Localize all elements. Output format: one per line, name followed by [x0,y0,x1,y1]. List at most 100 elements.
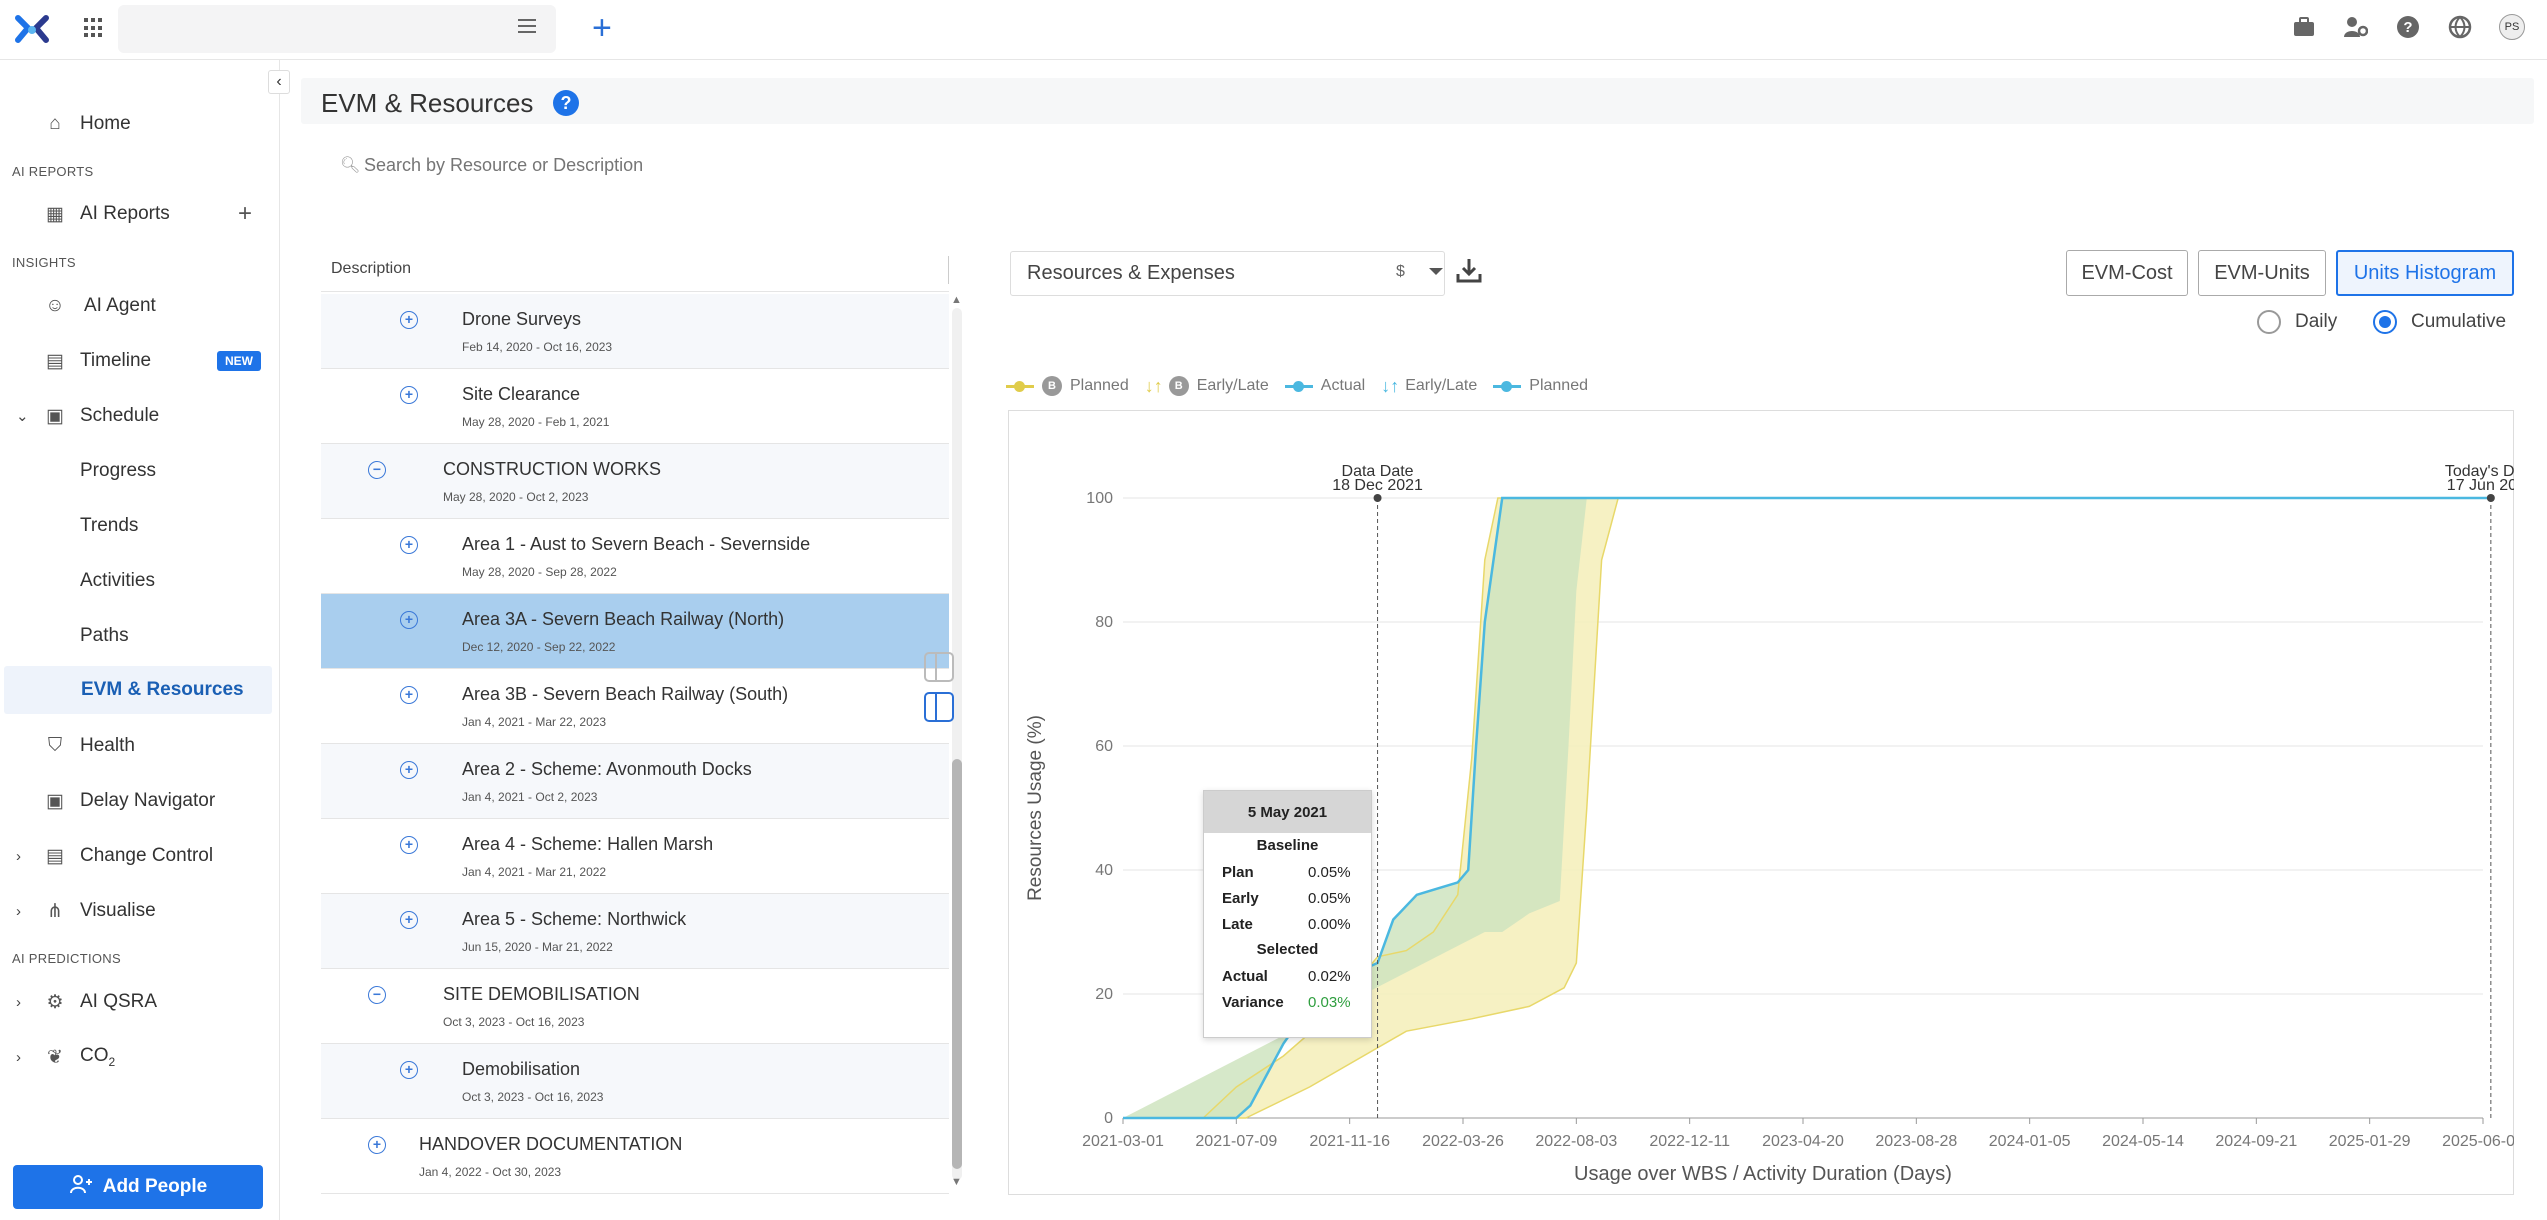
date-marker-date: 18 Dec 2021 [1332,477,1423,494]
help-icon[interactable]: ? [2395,14,2421,40]
sidebar-item-evm-resources[interactable]: EVM & Resources [4,666,272,714]
timeline-icon: ▤ [46,350,64,372]
wbs-scrollbar[interactable]: ▲ ▼ [949,294,965,1194]
user-avatar[interactable]: PS [2499,14,2525,40]
radio-cumulative[interactable]: Cumulative [2373,310,2506,334]
x-tick-label: 2025-01-29 [2329,1133,2411,1150]
project-selector[interactable] [118,5,556,53]
sidebar-item-ai-qsra[interactable]: › ⚙ AI QSRA [16,991,158,1013]
collapse-minus-icon[interactable]: − [368,986,386,1004]
legend-baseline-early-late[interactable]: ↓↑ B Early/Late [1145,376,1269,397]
expand-plus-icon[interactable]: + [400,761,418,779]
wbs-row[interactable]: + Area 2 - Scheme: Avonmouth Docks Jan 4, … [321,744,949,819]
date-marker-label: Today's Date [2445,463,2514,480]
radio-cumulative-circle[interactable] [2373,310,2397,334]
tab-units-histogram[interactable]: Units Histogram [2336,250,2514,296]
page-title: EVM & Resources [321,88,534,118]
sidebar-item-activities[interactable]: Activities [80,570,155,591]
sidebar-item-delay-navigator[interactable]: ▣ Delay Navigator [0,777,280,825]
left-pane-icon[interactable] [924,692,954,722]
wbs-row[interactable]: + HANDOVER DOCUMENTATION Jan 4, 2022 - Oct… [321,1119,949,1194]
radio-daily[interactable]: Daily [2257,310,2337,334]
add-report-icon[interactable]: + [238,200,253,227]
actual-line [1123,496,2491,1120]
wbs-row[interactable]: + Area 3A - Severn Beach Railway (North) D… [321,594,949,669]
wbs-row-name: Area 3A - Severn Beach Railway (North) [462,609,785,629]
wbs-row[interactable]: + Demobilisation Oct 3, 2023 - Oct 16, 202… [321,1044,949,1119]
expand-plus-icon[interactable]: + [400,611,418,629]
tab-evm-units[interactable]: EVM-Units [2198,250,2326,296]
expand-plus-icon[interactable]: + [400,311,418,329]
home-icon: ⌂ [49,113,61,134]
sidebar-item-paths[interactable]: Paths [80,625,129,646]
expand-plus-icon[interactable]: + [400,1061,418,1079]
wbs-row-name: Site Clearance [462,384,581,404]
sidebar-item-progress[interactable]: Progress [80,460,157,481]
sidebar-item-ai-reports[interactable]: ▦ AI Reports + [0,190,280,238]
sidebar-item-visualise[interactable]: › ⋔ Visualise [16,900,156,922]
legend-line-baseline [1006,380,1034,392]
legend-baseline-planned[interactable]: B Planned [1006,376,1129,396]
briefcase-icon[interactable] [2291,14,2317,40]
collapse-minus-icon[interactable]: − [368,461,386,479]
globe-icon[interactable] [2447,14,2473,40]
sidebar-item-timeline[interactable]: ▤ Timeline NEW [0,337,280,385]
wbs-row[interactable]: + Drone Surveys Feb 14, 2020 - Oct 16, 202… [321,294,949,369]
sidebar-item-ai-agent[interactable]: ☺ AI Agent [45,295,156,316]
expand-plus-icon[interactable]: + [400,386,418,404]
logo-icon[interactable] [14,12,50,48]
y-tick-label: 40 [1095,862,1113,879]
sidebar-item-schedule[interactable]: ⌄ ▣ Schedule [16,405,160,427]
download-icon[interactable] [1455,256,1485,286]
add-plus-icon[interactable]: + [592,9,612,47]
legend-selected-planned[interactable]: Planned [1493,377,1588,395]
expand-plus-icon[interactable]: + [400,536,418,554]
date-marker-date: 17 Jun 2025 [2447,477,2514,494]
wbs-row[interactable]: − SITE DEMOBILISATION Oct 3, 2023 - Oct 16… [321,969,949,1044]
scroll-down-icon[interactable]: ▼ [951,1176,962,1188]
wbs-row-name: SITE DEMOBILISATION [443,984,640,1004]
chevron-right-icon[interactable]: › [16,1048,21,1066]
tab-evm-cost[interactable]: EVM-Cost [2066,250,2188,296]
wbs-row[interactable]: + Area 1 - Aust to Severn Beach - Severns… [321,519,949,594]
user-gear-icon[interactable] [2343,14,2369,40]
sidebar-item-health[interactable]: ⛉ Health [0,722,280,770]
apps-grid-icon[interactable] [84,18,104,38]
radio-daily-label: Daily [2295,311,2338,332]
expand-plus-icon[interactable]: + [400,686,418,704]
sidebar-item-co2[interactable]: › ❦ CO2 [0,1033,280,1081]
expand-plus-icon[interactable]: + [400,836,418,854]
caret-down-icon[interactable] [1429,268,1443,275]
wbs-row[interactable]: + Area 3B - Severn Beach Railway (South) J… [321,669,949,744]
wbs-row[interactable]: + Area 4 - Scheme: Hallen Marsh Jan 4, 202… [321,819,949,894]
search-input[interactable] [364,150,914,180]
date-marker-dot [1373,494,1382,502]
expand-plus-icon[interactable]: + [368,1136,386,1154]
chevron-right-icon[interactable]: › [16,847,21,865]
split-pane-icon[interactable] [924,652,954,682]
chevron-down-icon[interactable]: ⌄ [16,408,29,425]
radio-daily-circle[interactable] [2257,310,2281,334]
sidebar-collapse-button[interactable]: ‹ [268,70,290,94]
wbs-row[interactable]: + Site Clearance May 28, 2020 - Feb 1, 202… [321,369,949,444]
sidebar-item-home[interactable]: ⌂ Home [0,100,280,148]
resource-select[interactable]: Resources & Expenses $ [1010,251,1445,296]
chevron-right-icon[interactable]: › [16,902,21,920]
sidebar-item-trends[interactable]: Trends [80,515,139,536]
wbs-row-dates: Jun 15, 2020 - Mar 21, 2022 [462,940,613,954]
wbs-row[interactable]: + Area 5 - Scheme: Northwick Jun 15, 2020 … [321,894,949,969]
chevron-right-icon[interactable]: › [16,993,21,1011]
scrollbar-thumb[interactable] [952,759,962,1169]
y-tick-label: 0 [1104,1110,1113,1127]
add-people-button[interactable]: Add People [13,1165,263,1209]
expand-plus-icon[interactable]: + [400,911,418,929]
legend-selected-early-late[interactable]: ↓↑ Early/Late [1381,376,1477,397]
sidebar-item-change-control[interactable]: › ▤ Change Control [16,845,214,867]
help-button[interactable]: ? [553,90,579,116]
scroll-up-icon[interactable]: ▲ [951,294,962,306]
usage-chart[interactable]: 0 20 40 60 80 100 2021-03-01 2021-07-09 2021-11-… [1008,410,2514,1195]
legend-actual[interactable]: Actual [1284,377,1365,395]
document-edit-icon: ▤ [46,845,64,867]
menu-lines-icon[interactable] [518,19,536,35]
wbs-row[interactable]: − CONSTRUCTION WORKS May 28, 2020 - Oct 2,… [321,444,949,519]
